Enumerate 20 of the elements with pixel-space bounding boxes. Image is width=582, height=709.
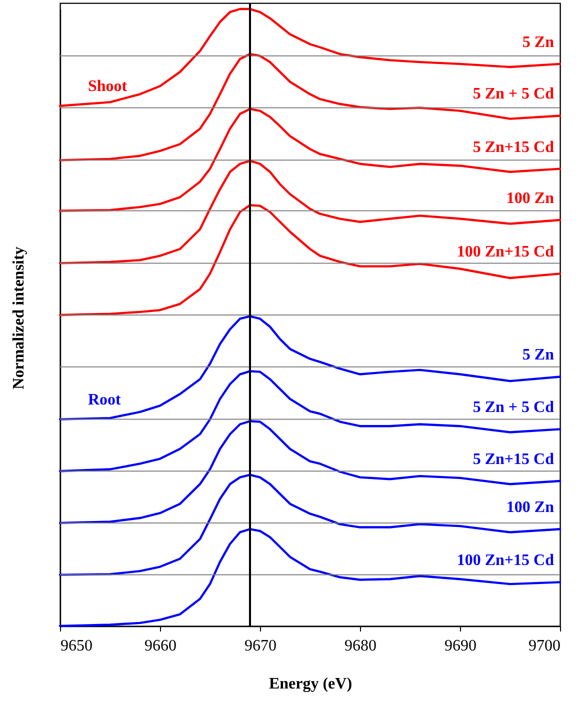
- x-tick-label: 9660: [144, 638, 176, 654]
- x-tick-label: 9690: [444, 638, 476, 654]
- series-label: 100 Zn: [506, 190, 554, 208]
- x-tick-label: 9680: [344, 638, 376, 654]
- annotation: Shoot: [88, 78, 128, 95]
- x-tick-label: 9650: [60, 638, 92, 654]
- series-label: 100 Zn+15 Cd: [456, 244, 554, 261]
- x-axis-title: Energy (eV): [268, 676, 352, 692]
- y-axis-title: Normalized intensity: [10, 246, 28, 390]
- series-label: 5 Zn + 5 Cd: [472, 86, 554, 103]
- series-label: 5 Zn+15 Cd: [472, 138, 554, 156]
- series-label: 5 Zn: [522, 346, 554, 364]
- series-label: 5 Zn: [522, 34, 554, 51]
- series-label: 100 Zn+15 Cd: [456, 552, 554, 570]
- series-label: 5 Zn + 5 Cd: [472, 399, 554, 416]
- x-tick-label: 9670: [244, 638, 276, 654]
- x-tick-label: 9700: [528, 638, 560, 654]
- annotation: Root: [88, 391, 122, 408]
- series-label: 5 Zn+15 Cd: [472, 451, 554, 468]
- series-label: 100 Zn: [506, 499, 554, 516]
